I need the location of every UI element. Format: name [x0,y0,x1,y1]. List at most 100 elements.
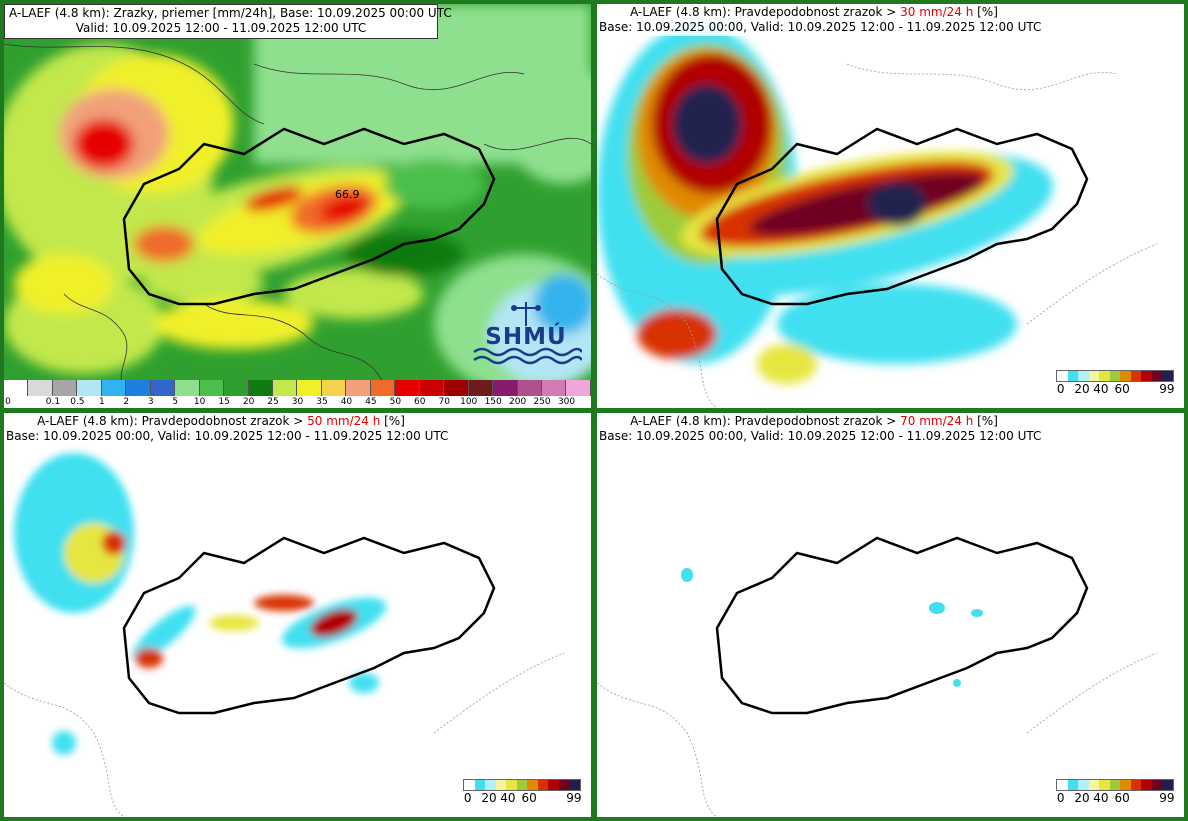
legend-swatch [1057,780,1068,790]
slovakia-border [122,127,496,306]
legend-label: 70 [438,397,450,407]
legend-swatch [1057,371,1068,381]
title-line-2: Base: 10.09.2025 00:00, Valid: 10.09.202… [599,20,1042,34]
legend-swatches [4,380,591,396]
legend-label: 60 [521,791,537,805]
legend-label: 150 [484,397,502,407]
legend-swatch [468,380,494,396]
map-prob-30 [597,4,1184,408]
map-prob-50 [4,413,591,817]
legend-swatch [1078,780,1089,790]
legend-swatch [537,780,549,790]
legend-label: 100 [460,397,478,407]
panel-prob-30: A-LAEF (4.8 km): Pravdepodobnost zrazok … [597,4,1184,408]
legend-label: 0.1 [45,397,61,407]
title-line-2: Base: 10.09.2025 00:00, Valid: 10.09.202… [6,429,449,443]
legend-swatch [517,380,542,396]
legend-swatch [566,380,591,396]
slovakia-border [715,536,1089,715]
legend-label: 99 [1159,382,1175,396]
legend-label: 2 [123,397,130,407]
title-suffix: [%] [973,414,998,428]
title-threshold: 50 mm/24 h [307,414,381,428]
legend-swatch [493,380,518,396]
legend-label: 99 [1159,791,1175,805]
legend-swatch [516,780,528,790]
legend-swatch [370,380,396,396]
slovakia-border [122,536,496,715]
max-value-label: 66.9 [335,188,360,201]
legend-swatch [1099,780,1110,790]
legend-swatch [541,380,567,396]
legend-swatch [272,380,298,396]
map-prob-70 [597,413,1184,817]
legend-label: 300 [557,397,576,407]
title-suffix: [%] [973,5,998,19]
legend-swatch [248,380,273,396]
legend-label: 30 [291,397,304,407]
legend-swatches [1056,779,1174,791]
precip-color-legend: 0 0.1 0.5 1 2 3 5 10 15 20 25 30 35 40 45 50 60 70 100 150 2… [4,380,591,408]
legend-swatch [77,380,102,396]
legend-swatch [1078,371,1089,381]
title-prefix: A-LAEF (4.8 km): Pravdepodobnost zrazok … [630,5,901,19]
legend-label: 60 [1114,791,1130,805]
legend-swatch [485,780,496,790]
legend-swatch [558,780,570,790]
legend-swatch [321,380,347,396]
slovakia-border [715,127,1089,306]
legend-label: 0 [5,397,11,407]
legend-swatch [1067,371,1079,381]
title-line-2: Valid: 10.09.2025 12:00 - 11.09.2025 12:… [75,21,367,35]
title-line-1: A-LAEF (4.8 km): Pravdepodobnost zrazok … [599,414,1029,429]
legend-swatch [1141,780,1152,790]
legend-swatch [1088,371,1100,381]
legend-label: 20 [1074,791,1090,805]
legend-swatch [1109,780,1121,790]
legend-label: 5 [172,397,179,407]
legend-label: 3 [147,397,154,407]
legend-swatch [1109,371,1121,381]
title-line-1: A-LAEF (4.8 km): Zrazky, priemer [mm/24h… [9,6,452,20]
legend-swatch [1130,780,1142,790]
legend-swatch [1130,371,1142,381]
legend-swatch [395,380,420,396]
panel-title: A-LAEF (4.8 km): Pravdepodobnost zrazok … [597,413,1042,445]
legend-label: 15 [218,397,230,407]
panel-title: A-LAEF (4.8 km): Pravdepodobnost zrazok … [4,413,449,445]
legend-swatch [419,380,445,396]
legend-swatches [1056,370,1174,382]
probability-legend: 0 20 40 60 99 [1056,370,1175,400]
title-threshold: 70 mm/24 h [900,414,974,428]
shmu-logo: SHMÚ [470,300,584,368]
legend-label: 60 [414,397,426,407]
legend-label: 25 [267,397,279,407]
panel-prob-50: A-LAEF (4.8 km): Pravdepodobnost zrazok … [4,413,591,817]
legend-label: 40 [500,791,516,805]
legend-label: 40 [340,397,353,407]
probability-legend: 0 20 40 60 99 [463,779,582,809]
legend-label: 0 [1056,382,1065,396]
probability-legend: 0 20 40 60 99 [1056,779,1175,809]
legend-label: 99 [566,791,582,805]
panel-prob-70: A-LAEF (4.8 km): Pravdepodobnost zrazok … [597,413,1184,817]
legend-label: 45 [365,397,377,407]
title-prefix: A-LAEF (4.8 km): Pravdepodobnost zrazok … [37,414,308,428]
panel-title: A-LAEF (4.8 km): Zrazky, priemer [mm/24h… [4,4,452,39]
legend-label: 50 [389,397,402,407]
legend-label: 20 [242,397,255,407]
legend-swatch [126,380,151,396]
weather-station-icon [473,302,584,365]
legend-label: 1 [98,397,105,407]
legend-label: 250 [533,397,551,407]
legend-swatch [175,380,200,396]
title-line-1: A-LAEF (4.8 km): Pravdepodobnost zrazok … [599,5,1029,20]
legend-swatch [464,780,475,790]
legend-swatch [1120,780,1131,790]
legend-swatch [101,380,127,396]
legend-swatch [548,780,559,790]
legend-swatch [297,380,322,396]
legend-swatch [1162,371,1174,381]
legend-swatch [346,380,371,396]
title-line-2: Base: 10.09.2025 00:00, Valid: 10.09.202… [599,429,1042,443]
